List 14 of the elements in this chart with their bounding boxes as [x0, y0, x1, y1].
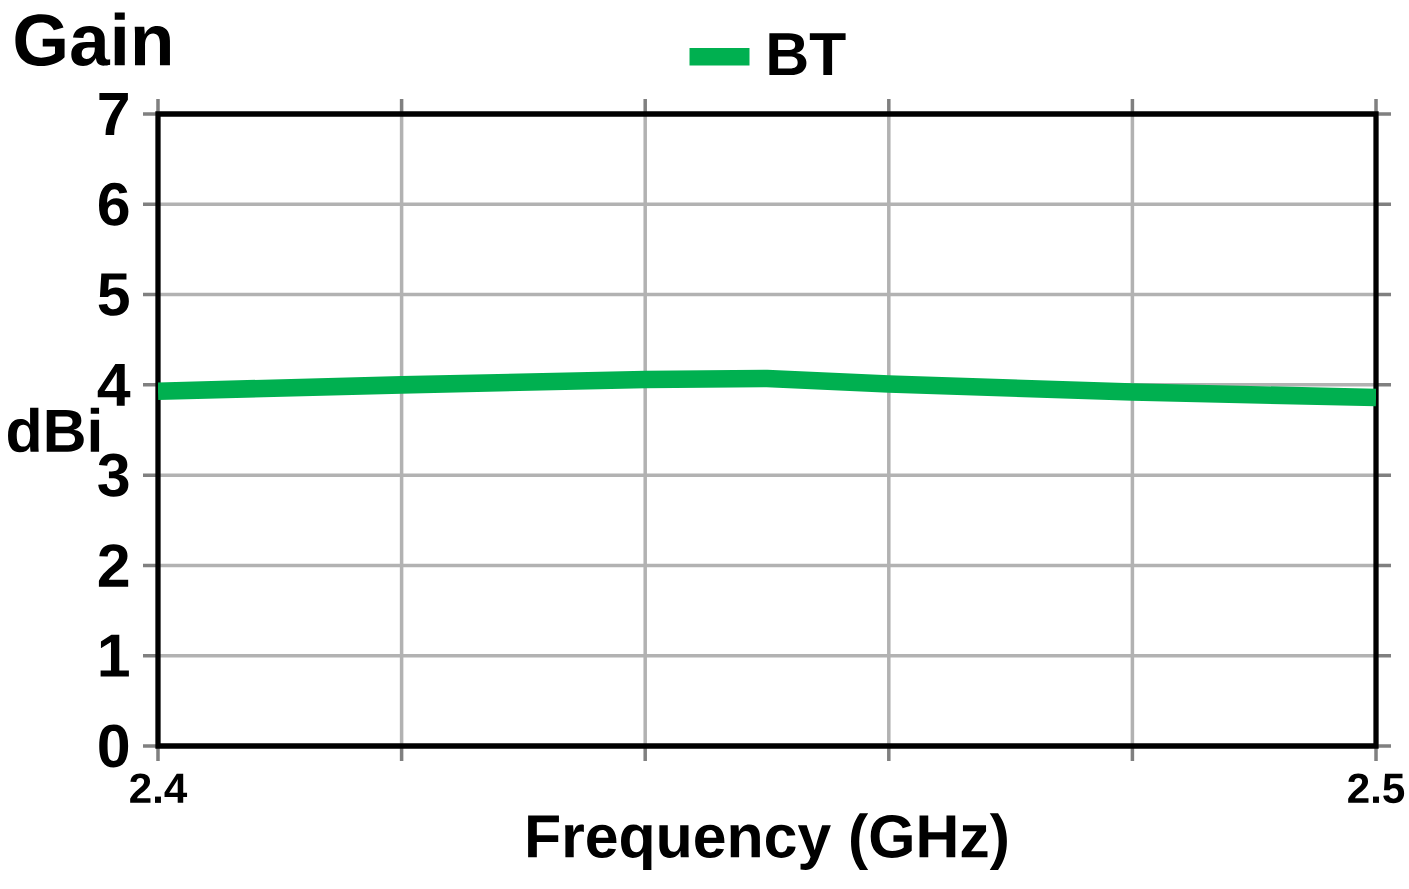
y-tick-label: 4 — [97, 363, 131, 406]
y-axis-title: dBi — [8, 407, 100, 453]
y-tick-label: 2 — [98, 544, 129, 587]
y-tick-label: 0 — [99, 724, 129, 768]
legend-label: BT — [769, 33, 846, 76]
x-axis-title: Frequency (GHz) — [528, 813, 1007, 870]
y-tick-label: 3 — [98, 453, 129, 497]
x-tick-label: 2.4 — [130, 773, 188, 803]
y-tick-label: 6 — [99, 182, 129, 226]
y-tick-label: 5 — [98, 273, 129, 316]
y-tick-label: 1 — [100, 634, 129, 677]
y-tick-label: 7 — [99, 93, 128, 135]
x-tick-label: 2.5 — [1348, 773, 1405, 804]
chart-title: Gain — [15, 12, 170, 66]
